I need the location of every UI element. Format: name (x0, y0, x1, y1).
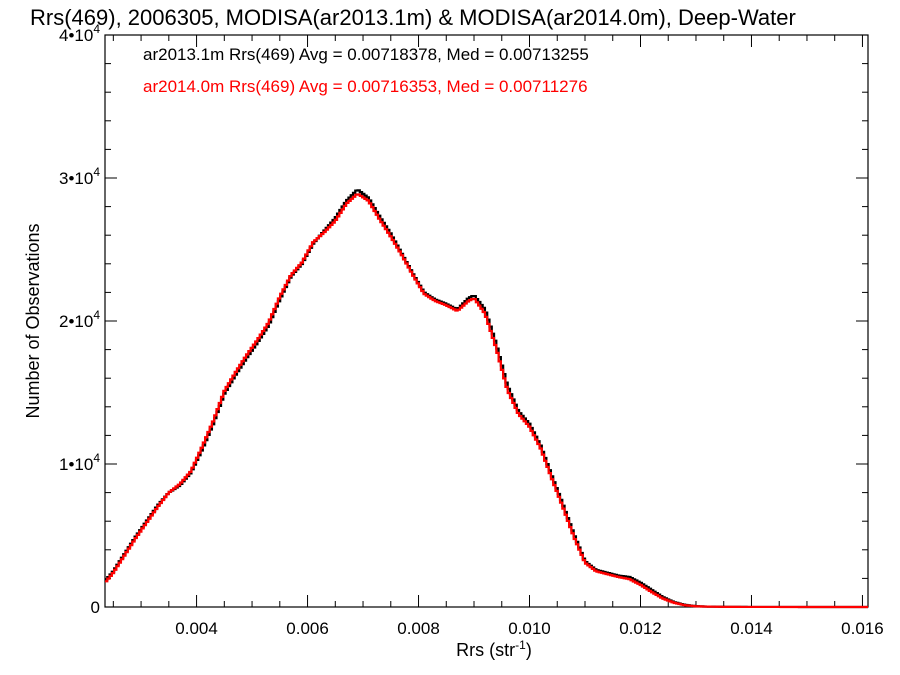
y-tick-label: 4•104 (59, 22, 100, 45)
y-axis-label: Number of Observations (23, 223, 43, 418)
y-tick-label: 0 (91, 598, 100, 617)
series-layer (105, 189, 868, 609)
x-tick-label: 0.008 (397, 619, 440, 638)
y-tick-label-base: 1•10 (59, 455, 93, 474)
y-tick-label-base: 0 (91, 598, 100, 617)
x-tick-label: 0.014 (730, 619, 773, 638)
y-tick-label-exp: 4 (93, 165, 100, 179)
legend-entry-ar2013: ar2013.1m Rrs(469) Avg = 0.00718378, Med… (143, 45, 589, 64)
x-tick-label: 0.010 (508, 619, 551, 638)
y-tick-label: 2•104 (59, 308, 100, 331)
x-tick-label: 0.004 (175, 619, 218, 638)
x-axis-label-sup: -1 (515, 638, 526, 652)
y-tick-label-exp: 4 (93, 308, 100, 322)
series-ar2013-histogram (105, 189, 868, 609)
x-axis-label-main: Rrs (str (456, 640, 515, 660)
x-axis-label: Rrs (str-1) (456, 638, 532, 660)
legend-entry-ar2014: ar2014.0m Rrs(469) Avg = 0.00716353, Med… (143, 77, 588, 96)
x-axis-label-end: ) (526, 640, 532, 660)
y-tick-label-exp: 4 (93, 22, 100, 36)
chart-title: Rrs(469), 2006305, MODISA(ar2013.1m) & M… (30, 5, 796, 30)
y-tick-label-base: 3•10 (59, 169, 93, 188)
y-tick-label-base: 4•10 (59, 26, 93, 45)
series-ar2014-histogram (105, 193, 868, 609)
x-axis: 0.004 0.006 0.008 0.010 0.012 0.014 0.016 (112, 35, 884, 638)
y-tick-label: 1•104 (59, 451, 100, 474)
y-tick-label-base: 2•10 (59, 312, 93, 331)
x-tick-label: 0.006 (286, 619, 329, 638)
x-tick-label: 0.016 (841, 619, 884, 638)
x-tick-label: 0.012 (619, 619, 662, 638)
y-tick-label: 3•104 (59, 165, 100, 188)
y-tick-label-exp: 4 (93, 451, 100, 465)
